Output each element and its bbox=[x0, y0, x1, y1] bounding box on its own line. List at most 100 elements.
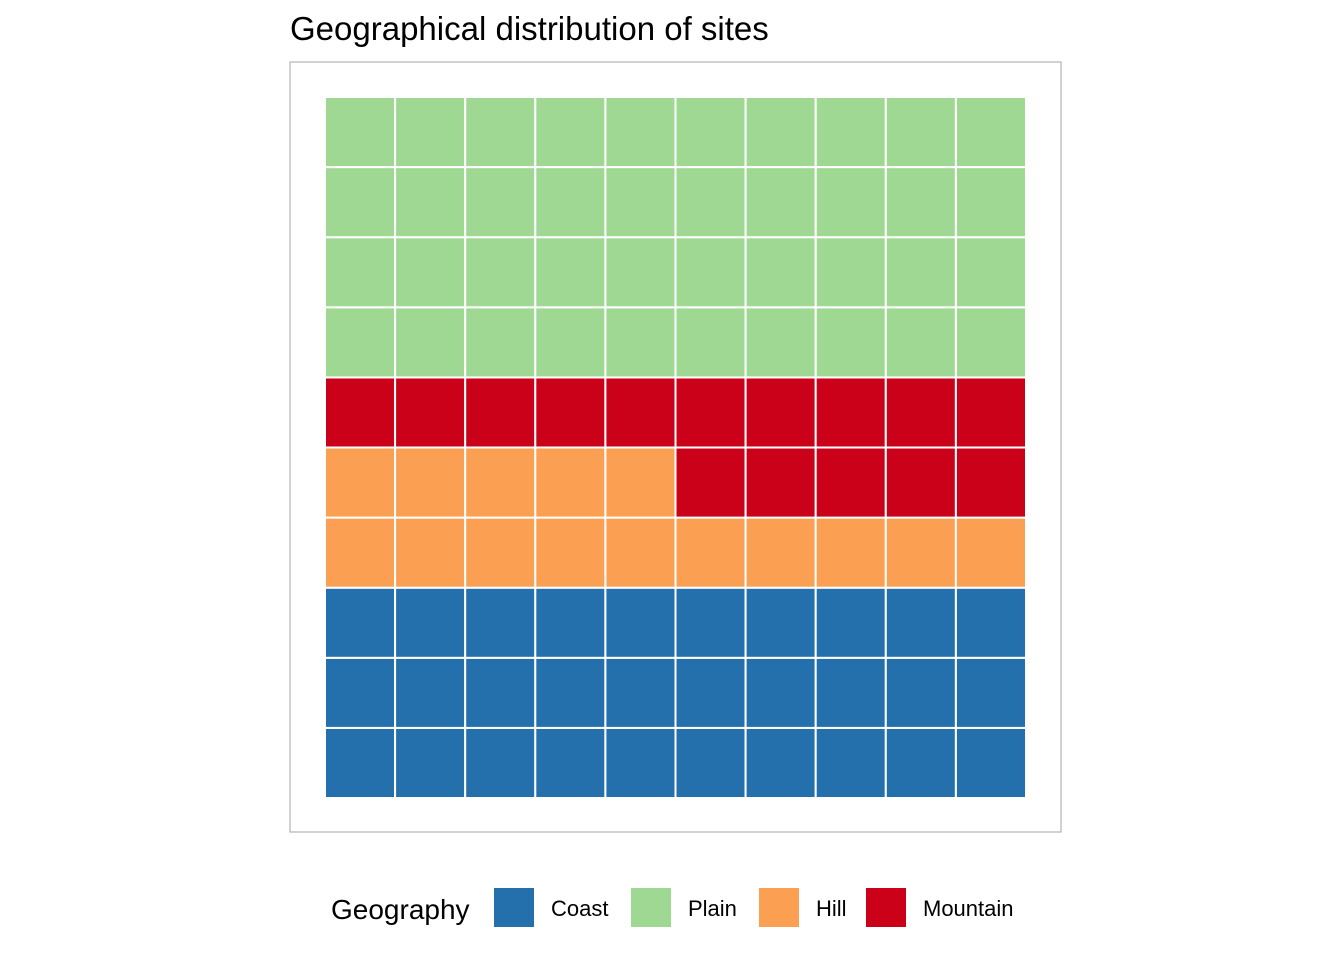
waffle-cell-plain bbox=[674, 236, 747, 309]
waffle-cell-mountain bbox=[464, 376, 537, 449]
waffle-cell-plain bbox=[674, 96, 747, 169]
waffle-cell-plain bbox=[604, 236, 677, 309]
waffle-cell-coast bbox=[674, 726, 747, 800]
waffle-cell-hill bbox=[394, 516, 467, 589]
legend-label-plain: Plain bbox=[688, 896, 737, 921]
waffle-cell-coast bbox=[534, 656, 607, 729]
waffle-cell-coast bbox=[464, 726, 537, 800]
waffle-cell-mountain bbox=[744, 446, 817, 519]
legend: Geography Coast Plain Hill Mountain bbox=[331, 888, 1014, 927]
waffle-cell-mountain bbox=[744, 376, 817, 449]
waffle-cell-mountain bbox=[604, 376, 677, 449]
legend-key-coast bbox=[494, 888, 534, 927]
waffle-cell-plain bbox=[394, 306, 467, 379]
waffle-cell-plain bbox=[464, 96, 537, 169]
waffle-cell-plain bbox=[394, 96, 467, 169]
waffle-cell-coast bbox=[534, 726, 607, 800]
waffle-cell-plain bbox=[674, 166, 747, 239]
waffle-cell-coast bbox=[884, 586, 957, 659]
legend-label-hill: Hill bbox=[816, 896, 847, 921]
waffle-cell-plain bbox=[884, 96, 957, 169]
waffle-cell-hill bbox=[534, 446, 607, 519]
legend-title: Geography bbox=[331, 894, 470, 925]
waffle-cell-plain bbox=[814, 306, 887, 379]
waffle-cell-coast bbox=[394, 586, 467, 659]
waffle-cell-coast bbox=[604, 726, 677, 800]
waffle-cell-coast bbox=[324, 586, 397, 659]
waffle-cell-coast bbox=[814, 586, 887, 659]
waffle-cell-plain bbox=[744, 96, 817, 169]
waffle-cell-coast bbox=[604, 586, 677, 659]
waffle-cell-mountain bbox=[814, 376, 887, 449]
waffle-cell-hill bbox=[884, 516, 957, 589]
waffle-cell-hill bbox=[674, 516, 747, 589]
waffle-cell-plain bbox=[814, 96, 887, 169]
waffle-cell-coast bbox=[744, 656, 817, 729]
waffle-cell-plain bbox=[674, 306, 747, 379]
legend-key-mountain bbox=[866, 888, 906, 927]
waffle-cell-plain bbox=[884, 166, 957, 239]
waffle-cell-mountain bbox=[534, 376, 607, 449]
waffle-cell-mountain bbox=[814, 446, 887, 519]
legend-label-coast: Coast bbox=[551, 896, 608, 921]
waffle-cell-mountain bbox=[884, 446, 957, 519]
waffle-cell-plain bbox=[534, 166, 607, 239]
waffle-cell-plain bbox=[464, 306, 537, 379]
waffle-cell-coast bbox=[324, 726, 397, 800]
waffle-cell-plain bbox=[744, 236, 817, 309]
chart-title: Geographical distribution of sites bbox=[290, 10, 769, 47]
waffle-cell-coast bbox=[394, 726, 467, 800]
waffle-cell-coast bbox=[324, 656, 397, 729]
waffle-cell-hill bbox=[534, 516, 607, 589]
waffle-cell-plain bbox=[604, 306, 677, 379]
waffle-cell-hill bbox=[954, 516, 1028, 589]
waffle-cell-mountain bbox=[954, 446, 1028, 519]
waffle-cell-coast bbox=[744, 726, 817, 800]
waffle-cell-plain bbox=[814, 166, 887, 239]
legend-key-plain bbox=[631, 888, 671, 927]
waffle-cell-coast bbox=[464, 586, 537, 659]
waffle-cell-coast bbox=[464, 656, 537, 729]
waffle-cell-plain bbox=[464, 236, 537, 309]
waffle-cell-coast bbox=[674, 586, 747, 659]
waffle-cell-plain bbox=[884, 236, 957, 309]
waffle-cell-plain bbox=[744, 166, 817, 239]
waffle-cell-plain bbox=[464, 166, 537, 239]
waffle-cell-mountain bbox=[884, 376, 957, 449]
waffle-cell-coast bbox=[674, 656, 747, 729]
waffle-cell-plain bbox=[954, 236, 1028, 309]
waffle-cell-coast bbox=[954, 656, 1028, 729]
waffle-cell-coast bbox=[814, 656, 887, 729]
legend-key-hill bbox=[759, 888, 799, 927]
waffle-cell-hill bbox=[324, 516, 397, 589]
waffle-cell-hill bbox=[814, 516, 887, 589]
waffle-cell-coast bbox=[534, 586, 607, 659]
waffle-cell-plain bbox=[324, 166, 397, 239]
waffle-cell-hill bbox=[324, 446, 397, 519]
waffle-cell-plain bbox=[534, 96, 607, 169]
waffle-cell-plain bbox=[954, 306, 1028, 379]
waffle-cell-hill bbox=[604, 446, 677, 519]
waffle-cells bbox=[324, 96, 1028, 800]
waffle-cell-hill bbox=[464, 446, 537, 519]
waffle-cell-plain bbox=[954, 166, 1028, 239]
waffle-cell-plain bbox=[744, 306, 817, 379]
waffle-cell-plain bbox=[324, 306, 397, 379]
waffle-cell-coast bbox=[884, 726, 957, 800]
waffle-cell-coast bbox=[954, 586, 1028, 659]
waffle-cell-plain bbox=[324, 236, 397, 309]
waffle-cell-coast bbox=[814, 726, 887, 800]
waffle-cell-mountain bbox=[954, 376, 1028, 449]
waffle-cell-hill bbox=[464, 516, 537, 589]
waffle-cell-plain bbox=[884, 306, 957, 379]
waffle-cell-plain bbox=[604, 96, 677, 169]
waffle-cell-mountain bbox=[394, 376, 467, 449]
waffle-cell-mountain bbox=[674, 376, 747, 449]
waffle-cell-hill bbox=[394, 446, 467, 519]
waffle-cell-plain bbox=[324, 96, 397, 169]
waffle-cell-plain bbox=[394, 166, 467, 239]
waffle-cell-plain bbox=[604, 166, 677, 239]
waffle-cell-coast bbox=[954, 726, 1028, 800]
waffle-cell-mountain bbox=[324, 376, 397, 449]
